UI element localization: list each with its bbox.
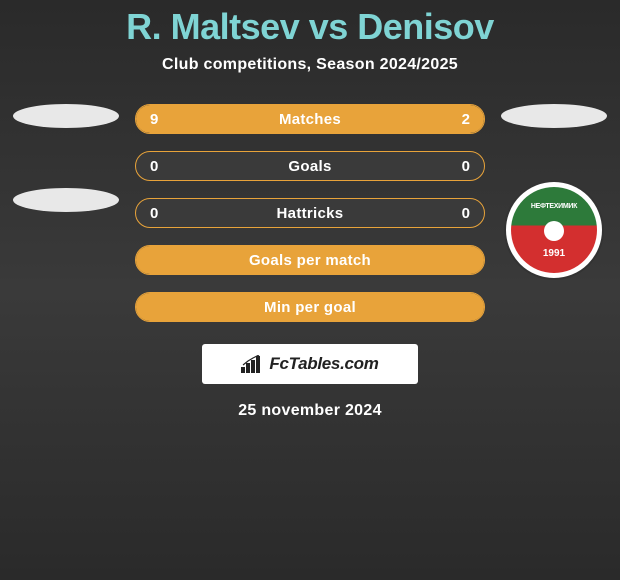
- club-badge: НЕФТЕХИМИК 1991: [504, 180, 604, 280]
- page-title: R. Maltsev vs Denisov: [126, 6, 494, 48]
- club-badge-text: НЕФТЕХИМИК: [531, 203, 577, 210]
- comparison-card: R. Maltsev vs Denisov Club competitions,…: [0, 0, 620, 420]
- stat-label: Matches: [279, 111, 341, 128]
- stat-value-right: 0: [462, 205, 470, 222]
- stat-label: Goals: [288, 158, 331, 175]
- page-subtitle: Club competitions, Season 2024/2025: [162, 56, 458, 74]
- club-placeholder-ellipse: [13, 188, 119, 212]
- stat-value-left: 0: [150, 205, 158, 222]
- stat-value-right: 0: [462, 158, 470, 175]
- club-badge-ball-icon: [544, 221, 564, 241]
- club-badge-inner: НЕФТЕХИМИК 1991: [511, 187, 597, 273]
- right-player-col: НЕФТЕХИМИК 1991: [499, 104, 609, 280]
- bar-fill-left: [136, 105, 407, 133]
- left-player-col: [11, 104, 121, 242]
- stat-value-left: 0: [150, 158, 158, 175]
- player-placeholder-ellipse: [501, 104, 607, 128]
- stat-value-left: 9: [150, 111, 158, 128]
- brand-box: FcTables.com: [202, 344, 418, 384]
- stats-bars: 9 2 Matches 0 0 Goals 0 0 Hattricks Goals per mat…: [135, 104, 485, 322]
- stat-bar: 0 0 Hattricks: [135, 198, 485, 228]
- stat-value-right: 2: [462, 111, 470, 128]
- brand-text: FcTables.com: [269, 354, 378, 374]
- player-placeholder-ellipse: [13, 104, 119, 128]
- chart-icon: [241, 355, 263, 373]
- stat-bar: Min per goal: [135, 292, 485, 322]
- stat-label: Goals per match: [249, 252, 371, 269]
- club-badge-year: 1991: [543, 248, 565, 259]
- stat-label: Min per goal: [264, 299, 356, 316]
- stat-bar: 9 2 Matches: [135, 104, 485, 134]
- stat-bar: 0 0 Goals: [135, 151, 485, 181]
- stat-bar: Goals per match: [135, 245, 485, 275]
- body-row: 9 2 Matches 0 0 Goals 0 0 Hattricks Goals per mat…: [0, 104, 620, 322]
- stat-label: Hattricks: [277, 205, 344, 222]
- generated-date: 25 november 2024: [238, 402, 382, 420]
- bar-fill-right: [407, 105, 484, 133]
